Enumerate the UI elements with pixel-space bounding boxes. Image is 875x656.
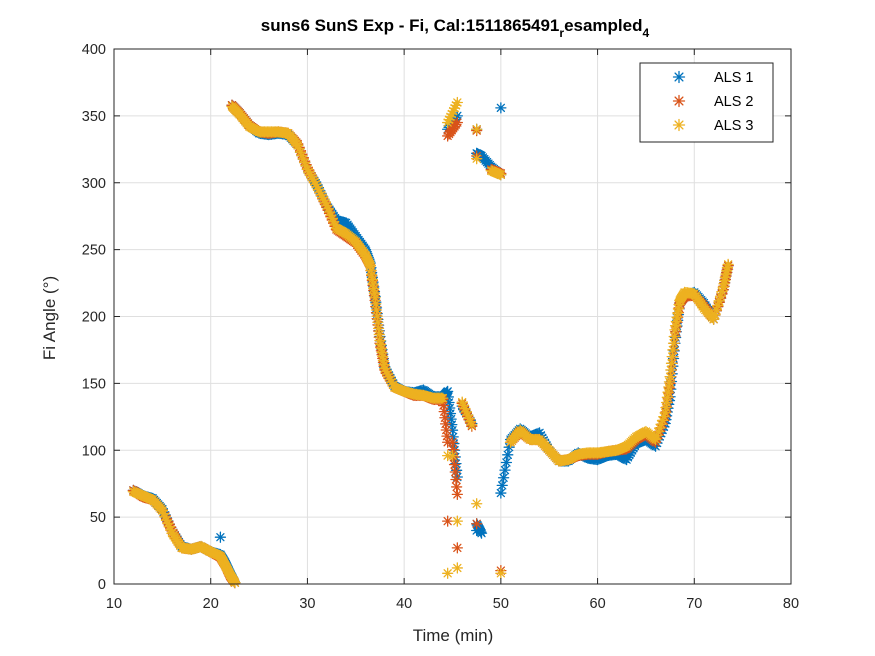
y-axis-label: Fi Angle (°): [40, 276, 59, 360]
x-tick-label: 40: [396, 596, 412, 612]
y-tick-label: 250: [82, 243, 106, 259]
legend-label-series-2: ALS 2: [714, 94, 754, 110]
data-point: [664, 371, 676, 383]
data-point-interp: [663, 381, 675, 393]
data-point-interp: [672, 307, 684, 319]
data-point-interp: [497, 472, 510, 484]
y-tick-label: 0: [98, 577, 106, 593]
data-point: [707, 313, 720, 325]
data-point: [471, 498, 483, 510]
data-point: [451, 562, 463, 574]
legend-marker-series-1: [672, 70, 686, 84]
data-point: [475, 527, 488, 539]
data-point: [659, 407, 671, 419]
data-point-interp: [667, 344, 679, 356]
data-point: [229, 577, 241, 589]
x-tick-label: 30: [299, 596, 315, 612]
data-point: [722, 258, 734, 270]
data-point: [451, 116, 463, 129]
legend-marker-series-2: [672, 94, 686, 108]
legend-label-series-1: ALS 1: [714, 70, 754, 86]
data-point-interp: [667, 337, 680, 349]
data-point: [471, 518, 483, 530]
data-point: [451, 488, 463, 501]
data-point-interp: [665, 357, 678, 369]
data-point: [446, 449, 459, 462]
y-tick-label: 300: [82, 176, 106, 192]
legend: ALS 1 ALS 2 ALS 3: [639, 62, 774, 143]
data-point: [442, 567, 454, 579]
data-point-interp: [450, 481, 463, 493]
series-1: [127, 99, 734, 589]
data-point-interp: [373, 328, 385, 341]
data-series: [127, 96, 734, 589]
data-point: [495, 169, 507, 181]
x-axis-label: Time (min): [413, 626, 494, 645]
data-point-interp: [503, 441, 515, 453]
legend-marker-series-3: [672, 118, 686, 132]
data-point: [451, 96, 463, 109]
data-point: [451, 515, 463, 527]
data-point: [495, 567, 507, 579]
x-tick-label: 80: [783, 596, 799, 612]
x-tick-label: 60: [590, 596, 606, 612]
series-3: [127, 96, 734, 589]
legend-box: [639, 62, 774, 143]
x-tick-label: 20: [203, 596, 219, 612]
data-point-interp: [662, 386, 674, 398]
data-point-interp: [654, 422, 666, 434]
y-tick-label: 50: [90, 510, 106, 526]
data-point-interp: [449, 466, 461, 478]
axis-ticks: 10 20 30 40 50 60 70 80 0 50 100 150 200 250 300 350 400: [82, 42, 799, 612]
y-tick-label: 400: [82, 42, 106, 58]
data-point: [466, 419, 478, 431]
data-point: [437, 392, 449, 404]
data-point: [495, 487, 507, 499]
y-tick-label: 200: [82, 310, 106, 326]
x-tick-label: 50: [493, 596, 509, 612]
data-point-interp: [502, 449, 514, 461]
data-point: [471, 123, 483, 135]
data-point-interp: [660, 401, 672, 414]
series-2: [127, 99, 734, 589]
legend-label-series-3: ALS 3: [714, 118, 754, 134]
data-point-interp: [668, 330, 680, 343]
y-tick-label: 100: [82, 443, 106, 459]
data-point-interp: [499, 464, 511, 476]
chart-title: suns6 SunS Exp - Fi, Cal:1511865491resam…: [261, 16, 650, 40]
x-tick-label: 10: [106, 596, 122, 612]
x-tick-label: 70: [686, 596, 702, 612]
data-point-interp: [450, 473, 462, 486]
data-point-interp: [661, 396, 673, 409]
data-point: [495, 102, 507, 114]
data-point-interp: [666, 350, 678, 363]
y-tick-label: 150: [82, 376, 106, 392]
data-point: [471, 153, 483, 165]
data-point-interp: [671, 311, 683, 323]
y-tick-label: 350: [82, 109, 106, 125]
data-point-interp: [661, 391, 673, 403]
data-point: [446, 436, 459, 448]
data-point-interp: [448, 458, 461, 471]
data-point-interp: [496, 479, 508, 492]
data-point-interp: [663, 376, 676, 388]
data-point-interp: [500, 456, 513, 469]
data-point-interp: [665, 364, 677, 376]
data-point: [451, 542, 463, 554]
data-point: [214, 531, 227, 543]
data-point: [442, 515, 454, 527]
